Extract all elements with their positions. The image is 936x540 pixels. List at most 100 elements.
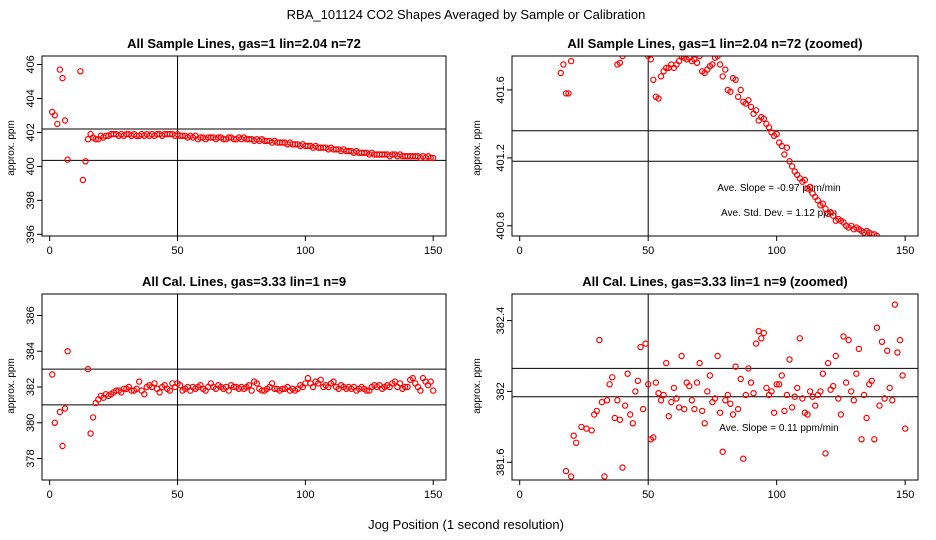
main-title: RBA_101124 CO2 Shapes Averaged by Sample… bbox=[287, 7, 646, 22]
data-point bbox=[850, 397, 858, 404]
data-point bbox=[824, 359, 832, 367]
data-point bbox=[176, 382, 184, 389]
data-point bbox=[889, 397, 896, 404]
y-tick-label: 398 bbox=[25, 191, 37, 209]
data-point bbox=[56, 66, 64, 73]
data-point bbox=[665, 413, 672, 420]
data-point bbox=[151, 380, 158, 387]
data-point bbox=[647, 56, 655, 63]
slope-annotation: Ave. Slope = 0.11 ppm/min bbox=[719, 423, 838, 434]
data-point bbox=[632, 388, 639, 395]
y-axis-label: approx. ppm bbox=[472, 358, 483, 414]
data-point bbox=[848, 388, 855, 395]
data-point bbox=[396, 380, 404, 387]
data-point bbox=[837, 411, 845, 418]
y-tick-label: 400.8 bbox=[495, 212, 507, 240]
data-point bbox=[59, 74, 66, 82]
data-point bbox=[719, 448, 726, 455]
data-point bbox=[611, 414, 619, 422]
data-point bbox=[634, 377, 642, 384]
data-point bbox=[650, 434, 657, 441]
data-point bbox=[696, 359, 703, 367]
y-axis-label: approx. ppm bbox=[472, 120, 483, 176]
x-tick-label: 0 bbox=[517, 245, 523, 257]
y-tick-label: 400 bbox=[25, 157, 37, 175]
data-point bbox=[819, 200, 827, 207]
stddev-annotation: Ave. Std. Dev. = 1.12 ppm bbox=[721, 208, 837, 219]
data-point bbox=[141, 391, 148, 398]
x-tick-label: 100 bbox=[296, 489, 314, 501]
x-tick-label: 100 bbox=[767, 489, 785, 501]
data-point bbox=[768, 388, 775, 395]
panel-title: All Sample Lines, gas=1 lin=2.04 n=72 bbox=[127, 36, 361, 51]
data-point bbox=[87, 430, 94, 437]
data-point bbox=[778, 372, 786, 379]
data-point bbox=[699, 407, 706, 415]
data-point bbox=[873, 324, 881, 331]
data-point bbox=[225, 387, 232, 394]
data-point bbox=[688, 397, 696, 404]
data-point bbox=[92, 135, 99, 143]
data-point bbox=[660, 391, 667, 399]
data-point bbox=[675, 57, 683, 65]
data-point bbox=[645, 381, 652, 388]
y-axis-label: approx. ppm bbox=[6, 120, 17, 176]
data-point bbox=[245, 382, 253, 389]
data-point bbox=[724, 391, 732, 399]
data-point bbox=[806, 388, 814, 395]
data-point bbox=[791, 393, 798, 400]
plot-frame bbox=[41, 55, 447, 237]
x-tick-label: 50 bbox=[171, 245, 183, 257]
x-tick-label: 100 bbox=[767, 245, 785, 257]
data-point bbox=[655, 95, 662, 102]
points-group bbox=[562, 301, 909, 480]
data-point bbox=[747, 103, 755, 111]
x-axis-label: Jog Position (1 second resolution) bbox=[368, 517, 564, 532]
data-point bbox=[621, 402, 629, 409]
data-point bbox=[822, 450, 829, 457]
data-point bbox=[427, 378, 434, 385]
y-tick-label: 384 bbox=[25, 342, 37, 360]
data-point bbox=[853, 370, 860, 377]
data-point bbox=[59, 442, 66, 450]
slope-annotation: Ave. Slope = -0.97 ppm/min bbox=[717, 183, 841, 194]
data-point bbox=[758, 335, 765, 342]
data-point bbox=[770, 409, 778, 416]
points-group bbox=[49, 66, 437, 184]
data-point bbox=[722, 397, 729, 404]
data-point bbox=[84, 365, 92, 373]
data-point bbox=[806, 183, 814, 190]
data-point bbox=[619, 464, 626, 471]
data-point bbox=[51, 112, 59, 119]
data-point bbox=[786, 158, 793, 165]
data-point bbox=[868, 377, 875, 384]
data-point bbox=[840, 333, 847, 340]
data-point bbox=[729, 411, 737, 418]
data-point bbox=[317, 376, 324, 383]
data-point bbox=[884, 347, 891, 354]
x-tick-label: 50 bbox=[642, 489, 654, 501]
data-point bbox=[845, 336, 852, 344]
panel-sample-lines: All Sample Lines, gas=1 lin=2.04 n=72 ap… bbox=[6, 36, 447, 257]
data-point bbox=[817, 388, 824, 395]
data-point bbox=[84, 135, 92, 143]
data-point bbox=[562, 90, 570, 97]
data-point bbox=[655, 390, 662, 397]
data-point bbox=[727, 400, 734, 407]
y-tick-label: 396 bbox=[25, 225, 37, 243]
data-point bbox=[624, 370, 631, 377]
data-point bbox=[783, 391, 791, 399]
x-tick-label: 50 bbox=[171, 489, 183, 501]
plot-frame bbox=[511, 293, 919, 481]
data-point bbox=[639, 405, 647, 413]
data-point bbox=[776, 381, 783, 388]
data-point bbox=[609, 374, 616, 381]
y-tick-label: 386 bbox=[25, 306, 37, 324]
data-point bbox=[876, 402, 883, 409]
data-point bbox=[830, 382, 837, 390]
data-point bbox=[675, 404, 683, 411]
data-point bbox=[691, 405, 698, 413]
data-point bbox=[627, 411, 634, 418]
data-point bbox=[871, 231, 878, 236]
